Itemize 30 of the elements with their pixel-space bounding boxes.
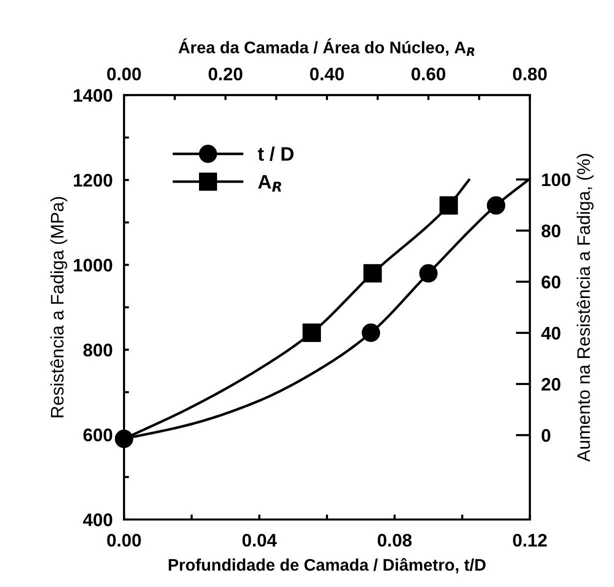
x2-tick-label: 0.40 (310, 68, 344, 80)
y-axis-title: Resistência a Fadiga (MPa) (50, 197, 68, 418)
y2-tick-label: 80 (542, 224, 560, 238)
x2-tick-label: 0.80 (513, 68, 547, 80)
x-tick-label: 0.04 (242, 534, 277, 547)
y-tick-label: 1200 (74, 174, 112, 187)
point (362, 324, 380, 342)
y-tick-label: 800 (83, 344, 112, 356)
x2-tick-label: 0.20 (208, 68, 242, 80)
legend-label: A$_{R}$ (258, 175, 282, 192)
x-tick-label: 0.00 (107, 534, 141, 547)
y2-tick-label: 0 (542, 429, 550, 442)
y2-tick-label: 60 (542, 276, 560, 288)
legend-label: t / D (258, 146, 294, 162)
y2-tick-label: 100 (542, 173, 570, 186)
x-tick-label: 0.08 (378, 534, 412, 547)
x2-tick-label: 0.60 (412, 68, 446, 80)
x2-tick-label: 0.00 (107, 68, 141, 80)
y-tick-label: 400 (83, 513, 112, 526)
x-axis-title: Profundidade de Camada / Diâmetro, t/D (168, 558, 486, 574)
y2-tick-label: 20 (542, 378, 560, 391)
x2-axis-title: Área da Camada / Área do Núcleo, A$_{R}$ (178, 38, 474, 56)
y-tick-label: 1400 (74, 89, 112, 102)
point (419, 264, 438, 283)
y2-axis-title: Aumento na Resistência a Fadiga, (%) (576, 154, 594, 462)
y-tick-label: 600 (83, 428, 112, 442)
x-tick-label: 0.12 (513, 534, 547, 547)
point (486, 196, 506, 215)
y2-tick-label: 40 (541, 326, 560, 340)
y-tick-label: 1000 (74, 258, 112, 272)
